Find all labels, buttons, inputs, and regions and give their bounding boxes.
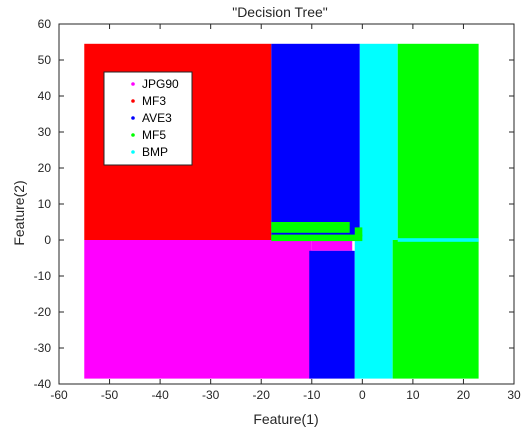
region-mf5-10 bbox=[271, 234, 363, 242]
region-mf5-9 bbox=[271, 222, 350, 233]
legend-marker-mf3 bbox=[131, 99, 135, 103]
region-mf5-11 bbox=[354, 227, 363, 237]
y-tick-label: 20 bbox=[38, 161, 52, 175]
x-tick-label: -40 bbox=[151, 388, 169, 402]
x-tick-label: 10 bbox=[406, 388, 420, 402]
y-tick-label: -20 bbox=[34, 305, 52, 319]
x-tick-label: -10 bbox=[303, 388, 321, 402]
region-layer bbox=[84, 43, 479, 379]
x-axis: -60 -50 -40 -30 -20 -10 0 10 20 30 bbox=[50, 24, 521, 402]
x-axis-label: Feature(1) bbox=[253, 411, 318, 427]
chart-title: "Decision Tree" bbox=[232, 4, 328, 20]
legend-marker-ave3 bbox=[131, 116, 135, 120]
legend-label-ave3: AVE3 bbox=[142, 111, 172, 125]
y-tick-label: 30 bbox=[38, 125, 52, 139]
y-axis: -40 -30 -20 -10 0 10 20 30 40 50 60 bbox=[34, 17, 514, 391]
legend-label-mf3: MF3 bbox=[142, 94, 166, 108]
legend: JPG90 MF3 AVE3 MF5 BMP bbox=[103, 71, 193, 166]
x-tick-label: -60 bbox=[50, 388, 68, 402]
legend-label-bmp: BMP bbox=[142, 145, 168, 159]
y-tick-label: -10 bbox=[34, 269, 52, 283]
y-tick-label: 0 bbox=[44, 233, 51, 247]
legend-label-mf5: MF5 bbox=[142, 128, 166, 142]
y-tick-label: 60 bbox=[38, 17, 52, 31]
y-tick-label: -40 bbox=[34, 377, 52, 391]
x-tick-label: 30 bbox=[507, 388, 521, 402]
region-ave3-1 bbox=[271, 43, 360, 240]
x-tick-label: 0 bbox=[359, 388, 366, 402]
region-bmp-2 bbox=[359, 43, 398, 240]
x-tick-label: 20 bbox=[457, 388, 471, 402]
legend-marker-bmp bbox=[131, 150, 135, 154]
x-tick-label: -30 bbox=[202, 388, 220, 402]
y-tick-label: -30 bbox=[34, 341, 52, 355]
region-jpg90-4 bbox=[84, 240, 312, 379]
region-jpg90-5 bbox=[311, 240, 353, 251]
y-tick-label: 10 bbox=[38, 197, 52, 211]
legend-marker-mf5 bbox=[131, 133, 135, 137]
y-tick-label: 50 bbox=[38, 53, 52, 67]
legend-marker-jpg90 bbox=[131, 82, 135, 86]
region-bmp-12 bbox=[397, 238, 479, 242]
x-tick-label: -50 bbox=[101, 388, 119, 402]
legend-label-jpg90: JPG90 bbox=[142, 77, 179, 91]
y-axis-label: Feature(2) bbox=[11, 180, 27, 245]
legend-box bbox=[103, 71, 193, 166]
region-mf5-8 bbox=[392, 240, 479, 379]
y-tick-label: 40 bbox=[38, 89, 52, 103]
region-bmp-7 bbox=[354, 240, 393, 379]
x-tick-label: -20 bbox=[253, 388, 271, 402]
region-mf5-3 bbox=[397, 43, 479, 240]
region-ave3-6 bbox=[309, 250, 355, 379]
